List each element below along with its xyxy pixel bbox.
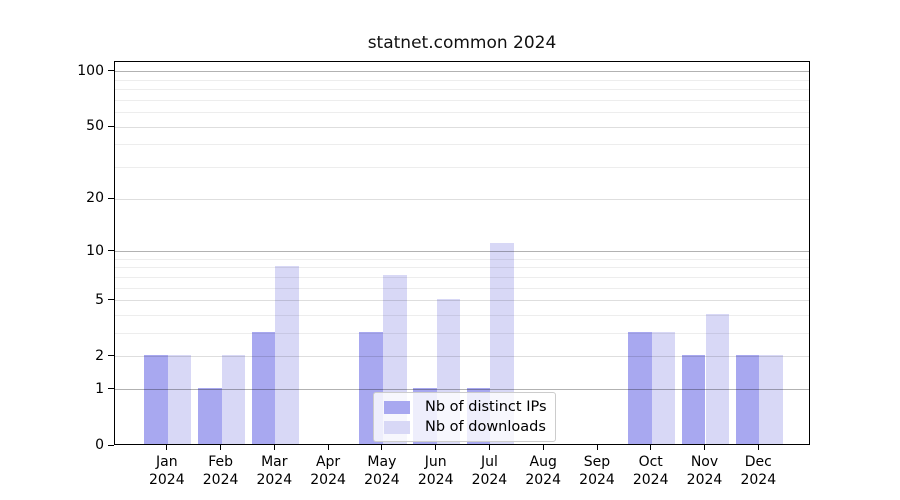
gridline-y-50 [115, 126, 809, 128]
ytick-label-1: 1 [95, 380, 104, 397]
ytick-label-5: 5 [95, 291, 104, 308]
xtick-mark-dec [757, 445, 759, 450]
xtick-label-feb: Feb 2024 [202, 454, 239, 488]
ytick-label-2: 2 [95, 347, 104, 364]
bar-nov-ips [681, 354, 706, 444]
ytick-label-0: 0 [95, 437, 104, 453]
bar-oct-downloads [651, 331, 676, 444]
chart-title: statnet.common 2024 [367, 33, 557, 53]
gridline-y-9 [115, 258, 809, 260]
gridline-y-7 [115, 276, 809, 278]
bar-nov-downloads [705, 313, 730, 444]
legend-item-downloads: Nb of downloads [384, 417, 547, 437]
ytick-mark-1 [108, 388, 114, 390]
bar-mar-downloads [275, 265, 299, 444]
ytick-label-100: 100 [77, 62, 104, 79]
ytick-mark-20 [108, 197, 114, 199]
plot-area [114, 61, 810, 445]
gridline-y-8 [115, 267, 809, 269]
ytick-mark-10 [108, 250, 114, 251]
xtick-label-oct: Oct 2024 [632, 454, 669, 488]
ytick-mark-5 [108, 299, 114, 301]
bar-feb-downloads [221, 354, 246, 444]
xtick-mark-nov [704, 445, 705, 450]
xtick-mark-aug [542, 445, 544, 450]
legend: Nb of distinct IPs Nb of downloads [373, 392, 556, 442]
xtick-label-aug: Aug 2024 [525, 454, 561, 488]
legend-swatch-distinct-ips [384, 400, 410, 414]
xtick-mark-mar [273, 445, 275, 450]
legend-label-downloads: Nb of downloads [425, 419, 546, 435]
gridline-y-5 [115, 300, 809, 302]
gridline-y-30 [115, 167, 809, 168]
gridline-y-6 [115, 287, 809, 289]
xtick-label-sep: Sep 2024 [579, 454, 615, 488]
gridline-y-4 [115, 315, 809, 316]
xtick-label-may: May 2024 [364, 454, 400, 488]
xtick-mark-jul [488, 445, 490, 450]
bar-jan-ips [144, 354, 168, 444]
gridline-y-10 [115, 251, 809, 252]
gridline-y-2 [115, 356, 809, 358]
xtick-label-nov: Nov 2024 [686, 454, 723, 488]
bar-dec-downloads [759, 354, 783, 444]
bar-feb-ips [197, 387, 222, 444]
gridline-y-20 [115, 198, 809, 200]
gridline-y-40 [115, 144, 809, 146]
gridline-y-70 [115, 99, 809, 101]
xtick-mark-apr [327, 445, 329, 450]
bar-jan-downloads [167, 354, 192, 444]
xtick-label-jun: Jun 2024 [417, 454, 454, 488]
ytick-label-50: 50 [86, 118, 104, 135]
legend-label-distinct-ips: Nb of distinct IPs [425, 399, 547, 415]
xtick-mark-jan [166, 445, 168, 450]
xtick-mark-sep [596, 445, 598, 450]
xtick-mark-oct [650, 445, 652, 450]
ytick-mark-2 [108, 355, 114, 357]
gridline-y-60 [115, 112, 809, 114]
ytick-label-20: 20 [86, 190, 104, 207]
gridline-y-3 [115, 333, 809, 335]
xtick-label-dec: Dec 2024 [740, 454, 777, 488]
bar-mar-ips [251, 331, 276, 444]
ytick-label-10: 10 [86, 242, 104, 259]
xtick-label-mar: Mar 2024 [256, 454, 293, 488]
xtick-label-apr: Apr 2024 [310, 454, 346, 488]
xtick-mark-jun [435, 445, 437, 450]
ytick-mark-50 [108, 125, 114, 127]
gridline-y-80 [115, 89, 809, 91]
gridline-y-100 [115, 71, 809, 73]
ytick-mark-100 [108, 70, 114, 72]
xtick-mark-may [381, 445, 383, 450]
gridline-y-1 [115, 389, 809, 391]
gridline-y-90 [115, 79, 809, 81]
xtick-mark-feb [220, 445, 222, 450]
ytick-mark-0 [108, 444, 114, 446]
bar-oct-ips [628, 331, 652, 444]
legend-item-distinct-ips: Nb of distinct IPs [384, 397, 547, 417]
xtick-label-jul: Jul 2024 [471, 454, 508, 488]
xtick-label-jan: Jan 2024 [148, 454, 185, 488]
bar-dec-ips [735, 354, 760, 444]
legend-swatch-downloads [384, 420, 410, 434]
